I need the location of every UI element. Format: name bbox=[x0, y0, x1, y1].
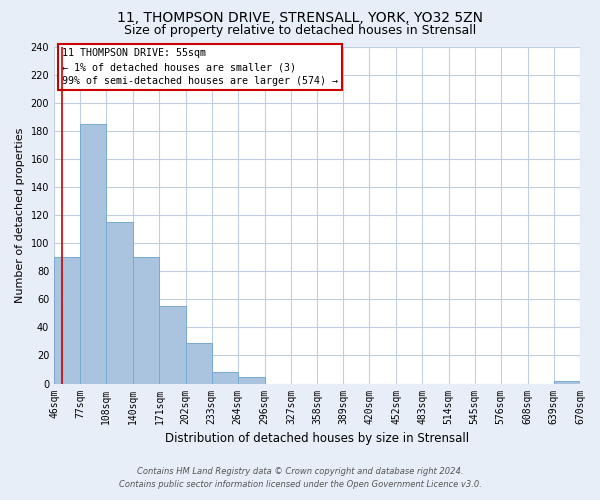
Y-axis label: Number of detached properties: Number of detached properties bbox=[15, 128, 25, 302]
X-axis label: Distribution of detached houses by size in Strensall: Distribution of detached houses by size … bbox=[165, 432, 469, 445]
Text: 11, THOMPSON DRIVE, STRENSALL, YORK, YO32 5ZN: 11, THOMPSON DRIVE, STRENSALL, YORK, YO3… bbox=[117, 11, 483, 25]
Text: Size of property relative to detached houses in Strensall: Size of property relative to detached ho… bbox=[124, 24, 476, 37]
Bar bbox=[54, 257, 80, 384]
Bar bbox=[554, 380, 580, 384]
Text: 11 THOMPSON DRIVE: 55sqm
← 1% of detached houses are smaller (3)
99% of semi-det: 11 THOMPSON DRIVE: 55sqm ← 1% of detache… bbox=[62, 48, 338, 86]
Bar bbox=[106, 222, 133, 384]
Bar bbox=[212, 372, 238, 384]
Bar bbox=[133, 257, 160, 384]
Bar bbox=[80, 124, 106, 384]
Bar bbox=[185, 343, 212, 384]
Bar bbox=[160, 306, 185, 384]
Text: Contains HM Land Registry data © Crown copyright and database right 2024.
Contai: Contains HM Land Registry data © Crown c… bbox=[119, 468, 481, 489]
Bar bbox=[238, 376, 265, 384]
